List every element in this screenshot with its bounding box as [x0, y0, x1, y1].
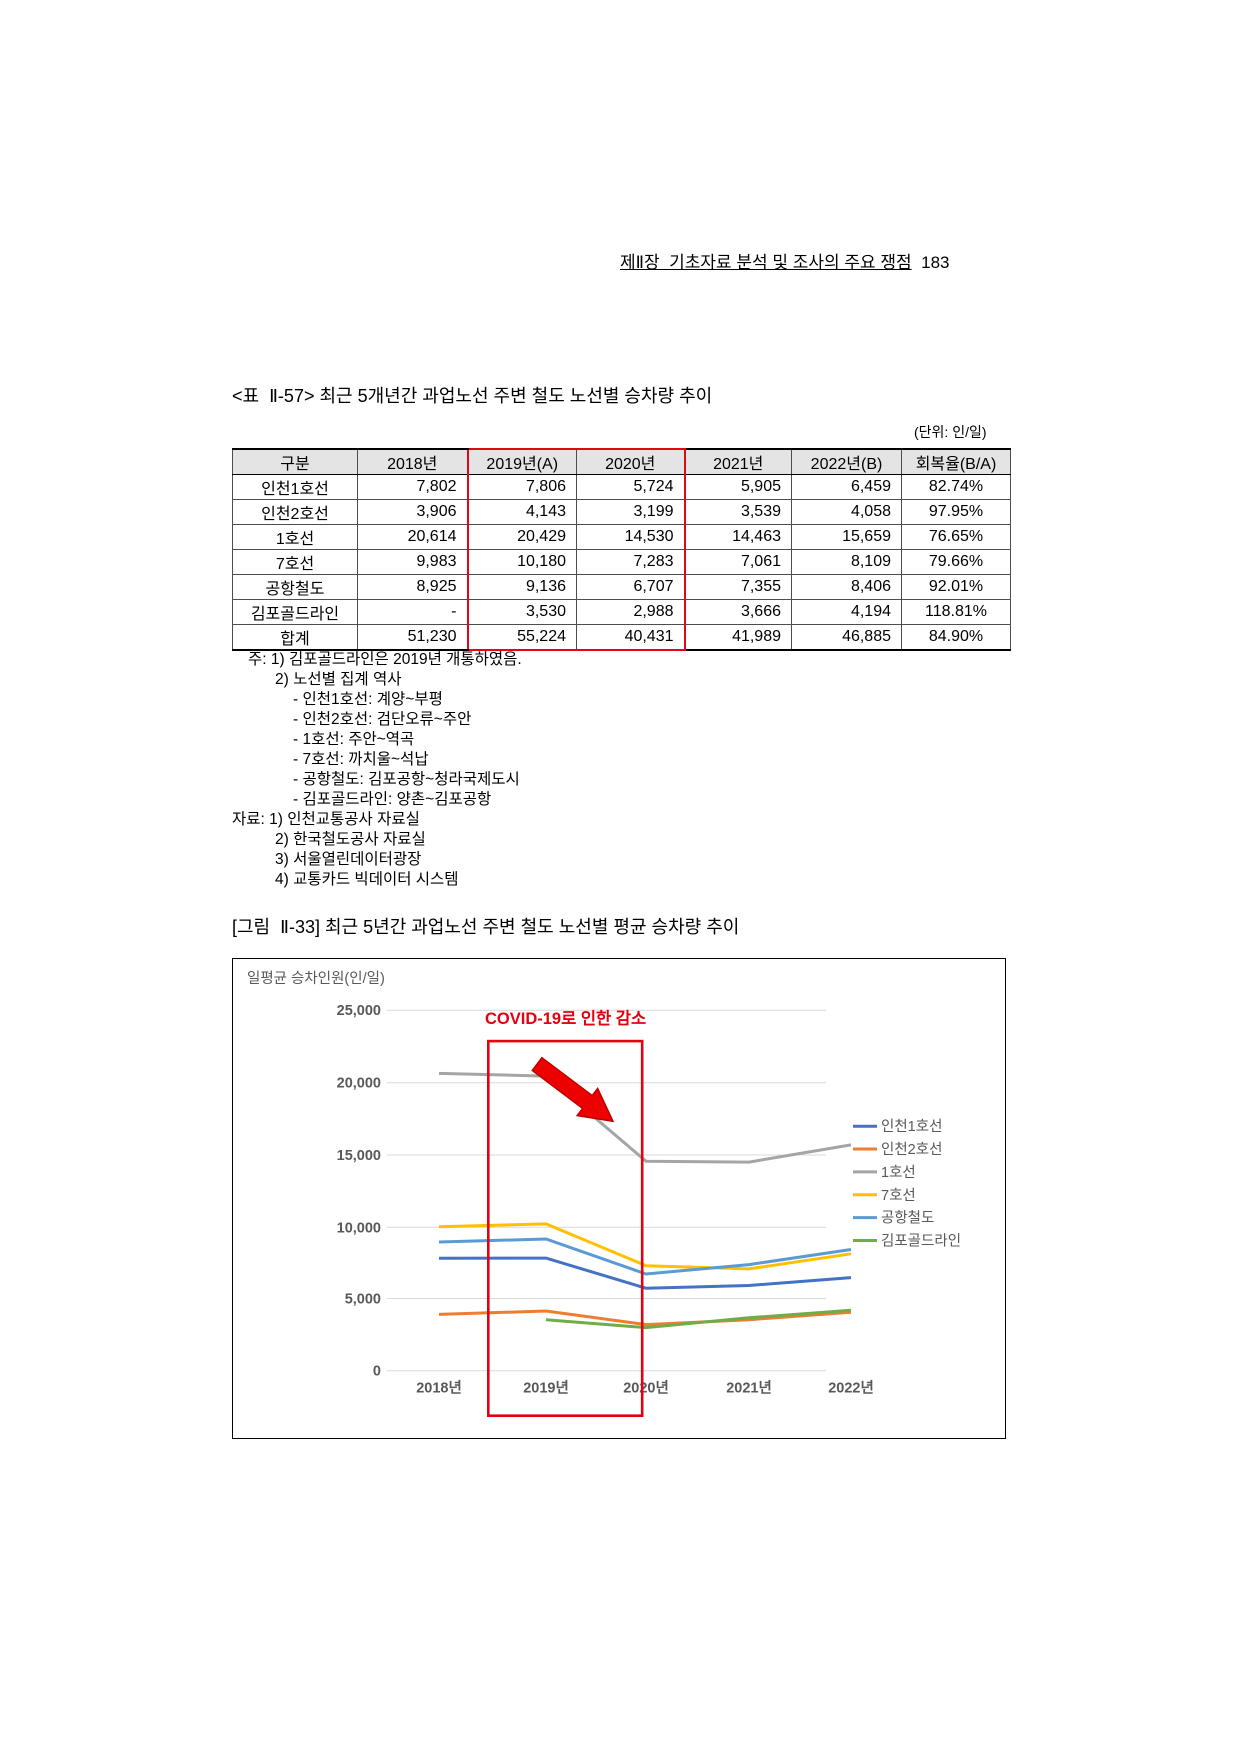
svg-text:15,000: 15,000 [337, 1148, 381, 1164]
svg-text:10,000: 10,000 [337, 1220, 381, 1236]
svg-text:2019년: 2019년 [523, 1380, 569, 1397]
svg-text:인천1호선: 인천1호선 [881, 1118, 942, 1135]
svg-text:2020년: 2020년 [623, 1380, 669, 1397]
svg-text:25,000: 25,000 [337, 1003, 381, 1019]
svg-text:0: 0 [373, 1364, 381, 1380]
svg-text:김포골드라인: 김포골드라인 [881, 1233, 961, 1250]
svg-text:2018년: 2018년 [416, 1380, 462, 1397]
svg-text:20,000: 20,000 [337, 1076, 381, 1092]
svg-text:1호선: 1호선 [881, 1164, 916, 1181]
svg-text:공항철도: 공항철도 [881, 1210, 934, 1227]
svg-text:COVID-19로 인한 감소: COVID-19로 인한 감소 [485, 1009, 646, 1028]
svg-text:인천2호선: 인천2호선 [881, 1141, 942, 1158]
svg-text:5,000: 5,000 [345, 1292, 381, 1308]
svg-text:7호선: 7호선 [881, 1187, 916, 1204]
svg-text:2021년: 2021년 [726, 1380, 772, 1397]
svg-text:2022년: 2022년 [828, 1380, 874, 1397]
